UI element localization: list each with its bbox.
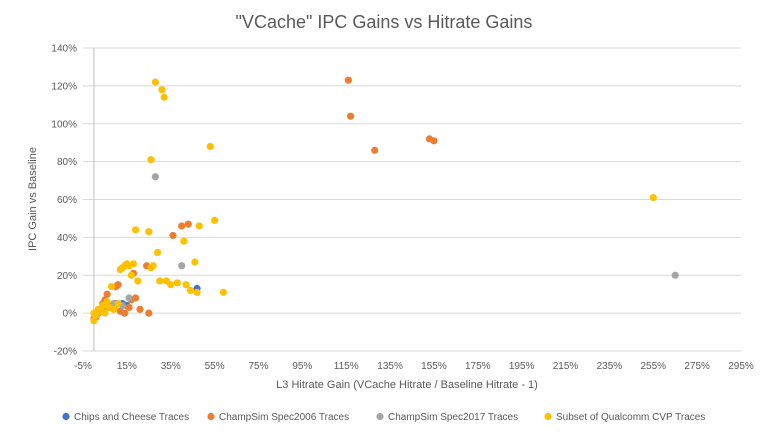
data-point — [127, 271, 135, 279]
y-axis-label: IPC Gain vs Baseline — [27, 147, 39, 251]
y-tick-label: 100% — [51, 119, 77, 130]
data-point — [125, 294, 133, 302]
data-point — [147, 156, 155, 164]
data-point — [206, 142, 214, 151]
legend-marker — [62, 412, 70, 421]
data-point — [145, 228, 153, 236]
x-tick-label: 15% — [117, 361, 137, 372]
data-point — [134, 277, 142, 285]
y-tick-label: 0% — [63, 309, 78, 320]
chart-title: "VCache" IPC Gains vs Hitrate Gains — [236, 12, 533, 32]
legend-label: Chips and Cheese Traces — [74, 412, 189, 423]
data-point — [346, 112, 355, 120]
y-tick-label: 80% — [57, 157, 77, 168]
legend: Chips and Cheese Traces ChampSim Spec2006… — [62, 412, 705, 423]
data-point — [101, 309, 109, 317]
x-tick-label: 255% — [640, 361, 666, 372]
legend-label: ChampSim Spec2017 Traces — [388, 412, 518, 423]
data-point — [195, 222, 203, 230]
data-point — [114, 281, 122, 289]
x-tick-label: 295% — [728, 361, 754, 372]
data-point — [430, 137, 438, 145]
data-point — [151, 173, 159, 181]
x-tick-label: 75% — [248, 361, 268, 372]
data-point — [193, 288, 201, 296]
series-3 — [90, 78, 657, 325]
data-point — [160, 93, 168, 101]
data-point — [107, 283, 116, 291]
data-point — [178, 222, 186, 230]
data-point — [173, 279, 181, 287]
data-point — [211, 216, 219, 224]
data-point — [649, 194, 657, 202]
data-point — [149, 262, 157, 270]
data-points — [90, 76, 679, 325]
x-tick-label: 215% — [553, 361, 579, 372]
data-point — [178, 262, 186, 270]
data-point — [151, 78, 159, 86]
data-point — [371, 146, 379, 154]
x-tick-label: 155% — [421, 361, 447, 372]
data-point — [191, 258, 199, 266]
data-point — [145, 309, 153, 317]
data-point — [110, 305, 118, 313]
data-point — [219, 288, 227, 296]
legend-label: Subset of Qualcomm CVP Traces — [556, 412, 705, 423]
legend-marker — [207, 412, 215, 421]
x-tick-label: 195% — [509, 361, 535, 372]
y-tick-label: 40% — [57, 233, 77, 244]
data-point — [180, 237, 188, 245]
data-point — [132, 226, 140, 234]
data-point — [169, 231, 177, 240]
x-tick-label: 55% — [205, 361, 225, 372]
x-tick-label: 175% — [465, 361, 491, 372]
x-tick-label: 235% — [597, 361, 623, 372]
data-point — [186, 286, 195, 294]
x-tick-label: 275% — [684, 361, 710, 372]
legend-marker — [544, 412, 552, 421]
data-point — [184, 220, 192, 228]
data-point — [103, 290, 111, 298]
data-point — [121, 309, 129, 317]
data-point — [158, 86, 166, 94]
y-tick-label: 120% — [51, 81, 77, 92]
data-point — [344, 76, 352, 84]
y-tick-label: 20% — [57, 271, 77, 282]
data-point — [156, 277, 164, 285]
x-tick-label: 95% — [292, 361, 312, 372]
y-tick-label: 140% — [51, 44, 77, 55]
data-point — [671, 271, 679, 279]
data-point — [153, 248, 162, 257]
y-tick-label: -20% — [54, 347, 77, 358]
data-point — [90, 317, 98, 325]
x-tick-label: 135% — [377, 361, 403, 372]
y-tick-label: 60% — [57, 195, 77, 206]
data-point — [103, 298, 111, 306]
data-point — [132, 294, 140, 302]
gridlines — [83, 47, 741, 352]
data-point — [125, 303, 133, 312]
x-tick-label: 35% — [161, 361, 181, 372]
data-point — [182, 281, 190, 289]
legend-label: ChampSim Spec2006 Traces — [219, 412, 349, 423]
data-point — [136, 305, 144, 313]
y-axis-ticks: -20% 0% 20% 40% 60% 80% 100% 120% 140% — [51, 44, 77, 358]
data-point — [114, 300, 122, 308]
x-tick-label: -5% — [74, 361, 92, 372]
x-axis-ticks: -5% 15% 35% 55% 75% 95% 115% 135% 155% 175% 195% 21… — [74, 361, 754, 372]
x-tick-label: 115% — [334, 361, 359, 372]
x-axis-label: L3 Hitrate Gain (VCache Hitrate / Baseli… — [276, 379, 538, 391]
data-point — [129, 260, 138, 268]
data-point — [167, 281, 175, 289]
legend-marker — [376, 412, 384, 421]
